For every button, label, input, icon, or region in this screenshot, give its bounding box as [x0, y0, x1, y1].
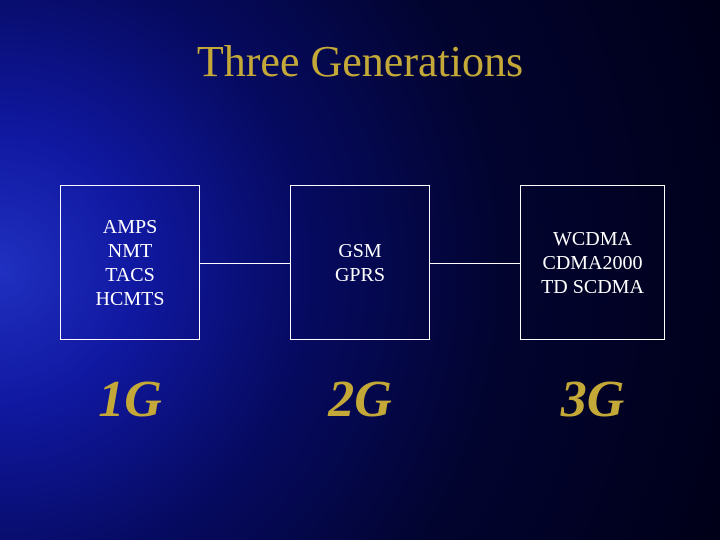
- generation-labels: 1G 2G 3G: [0, 370, 720, 450]
- label-3g: 3G: [520, 370, 665, 429]
- connector-2-3: [430, 263, 520, 264]
- label-1g: 1G: [60, 370, 200, 429]
- box-line: WCDMA: [553, 227, 632, 251]
- label-2g: 2G: [290, 370, 430, 429]
- box-line: GPRS: [335, 263, 385, 287]
- gen3-box: WCDMACDMA2000TD SCDMA: [520, 185, 665, 340]
- gen2-box: GSMGPRS: [290, 185, 430, 340]
- gen1-box: AMPSNMTTACSHCMTS: [60, 185, 200, 340]
- box-line: NMT: [108, 239, 152, 263]
- slide: Three Generations AMPSNMTTACSHCMTS GSMGP…: [0, 0, 720, 540]
- generations-row: AMPSNMTTACSHCMTS GSMGPRS WCDMACDMA2000TD…: [0, 185, 720, 345]
- box-line: TACS: [105, 263, 155, 287]
- box-line: AMPS: [103, 215, 157, 239]
- box-line: HCMTS: [96, 287, 165, 311]
- box-line: CDMA2000: [542, 251, 642, 275]
- slide-title: Three Generations: [0, 36, 720, 87]
- connector-1-2: [200, 263, 290, 264]
- box-line: TD SCDMA: [541, 275, 644, 299]
- box-line: GSM: [338, 239, 381, 263]
